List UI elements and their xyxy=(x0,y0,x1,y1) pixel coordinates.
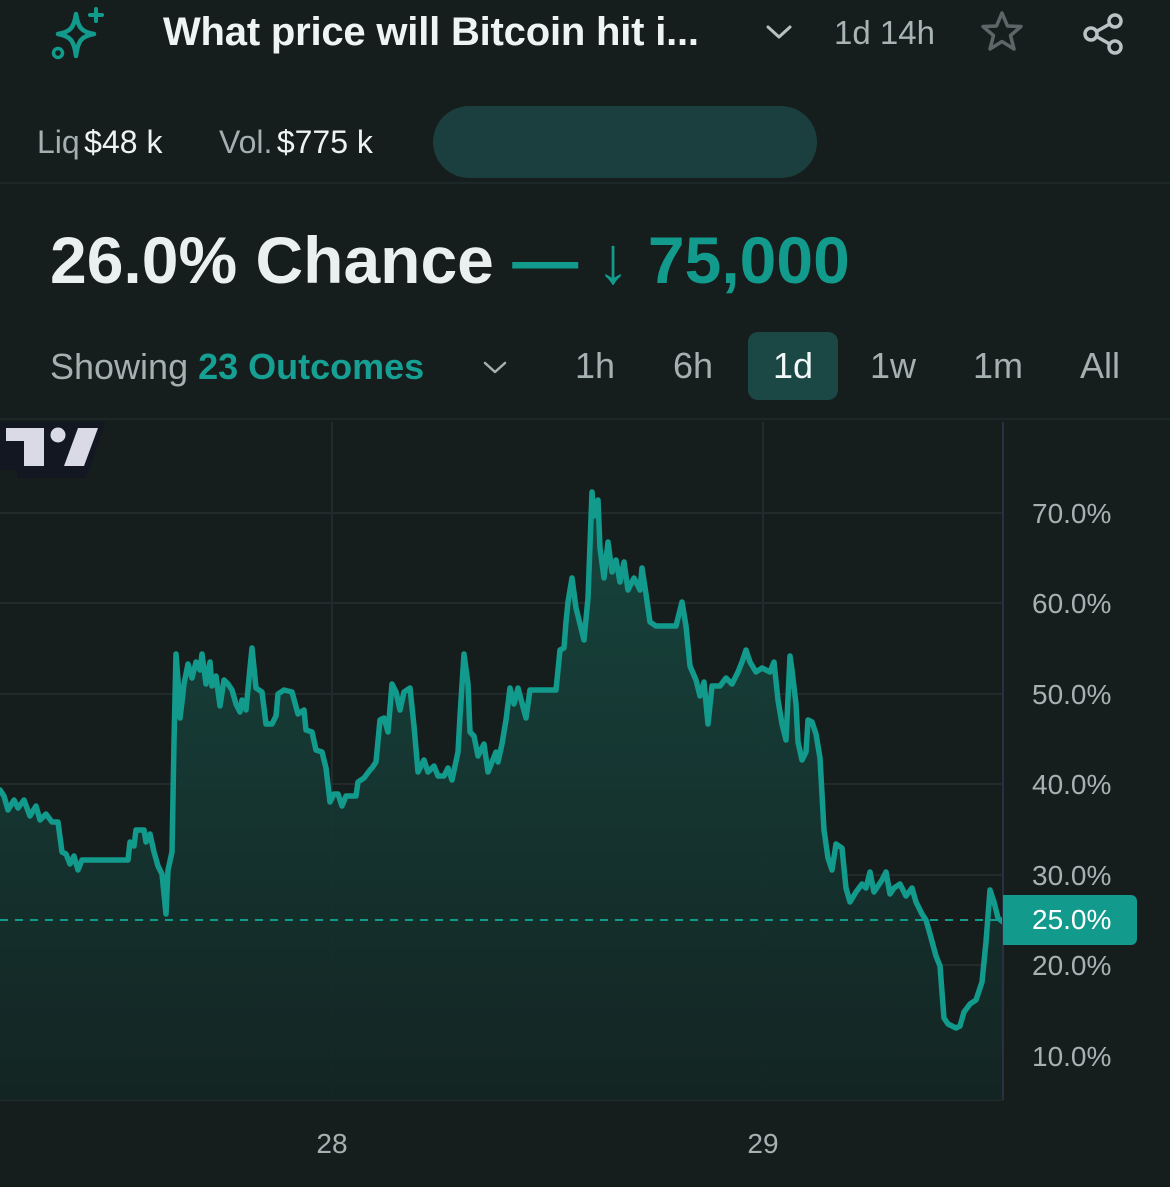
share-icon[interactable] xyxy=(1080,8,1128,56)
headline-dash: — xyxy=(512,223,579,297)
y-tick-30: 30.0% xyxy=(1032,860,1112,891)
timeframe-tabs: 1h 6h 1d 1w 1m All xyxy=(552,332,1152,400)
x-tick-29: 29 xyxy=(747,1128,779,1159)
liquidity-label: Liq xyxy=(37,124,80,160)
outcomes-selector[interactable]: Showing 23 Outcomes xyxy=(50,346,424,388)
tab-1h[interactable]: 1h xyxy=(574,345,616,386)
sparkle-icon xyxy=(51,7,104,60)
tab-6h[interactable]: 6h xyxy=(672,345,714,386)
arrow-down-icon: ↓ xyxy=(596,223,630,297)
liquidity: Liq $48 k xyxy=(37,124,162,161)
showing-label: Showing xyxy=(50,346,189,387)
tab-all[interactable]: All xyxy=(1079,345,1120,386)
y-tick-70: 70.0% xyxy=(1032,498,1112,529)
market-stats: Liq $48 k Vol. $775 k xyxy=(0,100,1170,184)
redacted-pill xyxy=(433,106,817,178)
star-icon[interactable] xyxy=(978,8,1026,56)
volume-label: Vol. xyxy=(219,124,273,160)
price-chart[interactable]: 70.0% 60.0% 50.0% 40.0% 30.0% 20.0% 10.0… xyxy=(0,422,1170,1187)
chance-value: 26.0% Chance xyxy=(50,223,494,297)
tab-1d[interactable]: 1d xyxy=(748,332,838,400)
y-tick-20: 20.0% xyxy=(1032,950,1112,981)
y-tick-60: 60.0% xyxy=(1032,588,1112,619)
area-fill xyxy=(0,492,1003,1100)
liquidity-value: $48 k xyxy=(84,124,163,160)
current-value-badge: 25.0% xyxy=(1003,895,1137,945)
tab-1m[interactable]: 1m xyxy=(972,345,1023,386)
chart-plot xyxy=(0,422,1006,1101)
volume-value: $775 k xyxy=(276,124,373,160)
target-price: 75,000 xyxy=(647,223,850,297)
volume: Vol. $775 k xyxy=(219,124,373,161)
time-remaining: 1d 14h xyxy=(834,14,935,51)
header: What price will Bitcoin hit i... 1d 14h xyxy=(0,0,1170,70)
headline: 26.0% Chance — ↓ 75,000 xyxy=(50,222,850,298)
market-title[interactable]: What price will Bitcoin hit i... xyxy=(163,10,699,54)
y-tick-40: 40.0% xyxy=(1032,769,1112,800)
tab-1w[interactable]: 1w xyxy=(869,345,917,386)
chevron-down-icon[interactable] xyxy=(764,20,794,44)
x-tick-28: 28 xyxy=(316,1128,348,1159)
chevron-down-icon[interactable] xyxy=(482,358,508,378)
y-tick-50: 50.0% xyxy=(1032,679,1112,710)
tradingview-logo-icon xyxy=(0,422,106,478)
chart-controls: Showing 23 Outcomes 1h 6h 1d 1w 1m All xyxy=(0,330,1170,420)
outcomes-count: 23 Outcomes xyxy=(198,346,425,387)
series-line xyxy=(0,489,1006,1031)
y-tick-10: 10.0% xyxy=(1032,1041,1112,1072)
